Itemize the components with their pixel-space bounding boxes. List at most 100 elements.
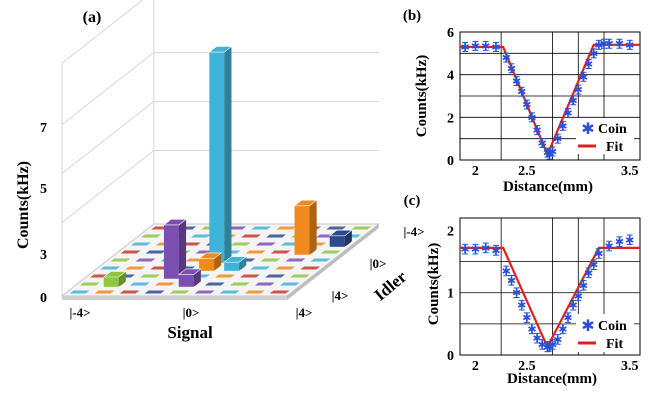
floor-tile [135,258,156,262]
bar-side-face [309,200,317,255]
data-point: ✱ [589,48,598,60]
legend-label-coin-b: Coin [598,122,627,137]
bar-side-face [118,271,126,287]
bar-front-face [163,224,179,279]
floor-tile [260,258,281,262]
data-point: ✱ [527,324,536,336]
data-point: ✱ [502,266,511,278]
x-tick-label: 2 [472,164,479,179]
data-point: ✱ [563,108,572,120]
floor-front-edge [62,296,287,300]
x-axis-label-b: Distance(mm) [503,179,593,195]
data-point: ✱ [579,280,588,292]
data-point: ✱ [615,237,624,249]
floor-tile [79,282,100,286]
data-point: ✱ [615,39,624,51]
floor-tile [194,290,215,294]
floor-tile [191,234,211,238]
data-point: ✱ [558,324,567,336]
data-point: ✱ [481,41,490,53]
bar-top-face [328,229,353,237]
floor-tile [240,274,260,278]
bar-top-face [293,199,318,207]
floor-tile [129,282,150,286]
floor-tile [320,250,341,254]
bar [163,219,187,279]
bar-top-face [208,46,233,53]
y-tick-label: 0 [447,349,454,364]
data-point: ✱ [543,148,552,160]
data-point: ✱ [461,244,470,256]
floor-tile [100,266,121,270]
panel-a-3d-bar-chart: (a) Counts(kHz) 0 3 5 7 |-4> |0> |4> Sig… [15,0,425,342]
panel-label-a: (a) [83,9,102,26]
panel-label-b: (b) [403,8,421,24]
y-tick-label: 0 [447,154,454,169]
floor-tile [285,258,306,262]
data-point: ✱ [491,42,500,54]
data-point: ✱ [471,41,480,53]
bar-front-face [199,258,215,271]
data-point: ✱ [594,40,603,52]
data-point: ✱ [558,121,567,133]
floor-tile [266,234,286,238]
bar-top-face [198,252,223,259]
data-point: ✱ [512,76,521,88]
data-point: ✱ [605,241,614,253]
x-tick-minus4: |-4> [69,305,90,320]
floor-tile [326,226,347,230]
floor-tile [219,290,240,294]
x-tick-label: 3.5 [621,359,639,374]
floor-tile [229,282,250,286]
floor-tile [120,250,141,254]
bar-front-face [294,205,310,255]
bar-front-face [178,274,194,287]
bar-top-face [163,219,187,226]
bar [208,46,233,263]
data-point: ✱ [579,72,588,84]
floor-tile [154,282,175,286]
data-point: ✱ [522,313,531,325]
data-point: ✱ [605,39,614,51]
data-point: ✱ [625,235,634,247]
x-tick-label: 3.5 [621,164,639,179]
floor-tile [269,290,290,294]
legend-marker-coin-b: ✱ [581,121,594,138]
back-walls [61,0,379,297]
y-tick-label: 1 [447,287,454,302]
floor-tile [215,274,235,278]
data-point: ✱ [543,342,552,354]
data-point: ✱ [584,268,593,280]
floor-tile [110,258,131,262]
floor-tile [69,290,90,294]
bar-top-face [102,271,127,278]
bar-side-face [344,230,352,247]
bar [102,271,127,287]
data-point: ✱ [594,248,603,260]
bar [198,252,223,271]
floor-tile [169,290,190,294]
floor-tile [94,290,115,294]
bar [293,199,318,255]
floor-tile [119,290,140,294]
panel-c-scatter-chart: (c) ✱ ✱ ✱ ✱✱✱✱✱✱✱✱✱✱✱✱✱✱✱✱✱✱✱✱✱✱ ✱ ✱2 2.5 3.501… [404,193,641,387]
data-point: ✱ [569,300,578,312]
floor-tile [275,266,296,270]
bar-side-face [239,256,247,271]
y-axis-label-c: Counts(kHz) [426,243,442,326]
y-tick-label: 2 [447,224,454,239]
x-axis-label-c: Distance(mm) [507,371,597,387]
z-axis-label-a: Idler [371,267,411,305]
bar-side-face [224,46,232,263]
data-point: ✱ [517,300,526,312]
floor-tile [255,242,276,246]
data-point: ✱ [553,334,562,346]
data-point: ✱ [481,243,490,255]
floor-tile [144,290,165,294]
panel-label-c: (c) [404,193,421,209]
floor-tile [270,250,291,254]
floor-tile [351,226,372,230]
y-tick-7: 7 [40,121,47,136]
y-tick-label: 2 [447,111,454,126]
